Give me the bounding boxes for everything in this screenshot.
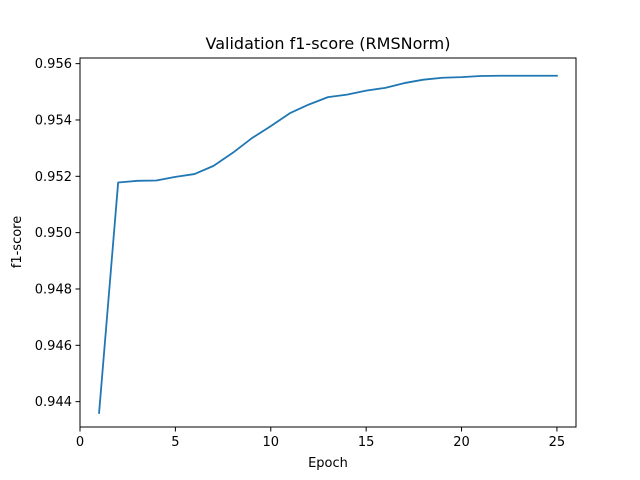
y-tick-label: 0.956: [35, 57, 72, 72]
chart-title: Validation f1-score (RMSNorm): [206, 34, 451, 53]
y-tick-label: 0.944: [35, 395, 72, 410]
y-axis-ticks: 0.944 0.946 0.948 0.950 0.952 0.954 0.956: [35, 57, 80, 410]
x-tick-label: 0: [76, 435, 84, 450]
plot-area: [98, 74, 558, 414]
x-tick-label: 5: [171, 435, 179, 450]
y-axis-label: f1-score: [10, 216, 25, 268]
y-tick-label: 0.950: [35, 226, 72, 241]
x-tick-label: 20: [453, 435, 470, 450]
y-tick-label: 0.948: [35, 282, 72, 297]
y-tick-label: 0.954: [35, 113, 72, 128]
plot-frame: [79, 57, 577, 428]
x-tick-label: 10: [262, 435, 279, 450]
x-axis-label: Epoch: [308, 456, 348, 471]
x-tick-label: 15: [358, 435, 375, 450]
y-tick-label: 0.952: [35, 170, 72, 185]
x-tick-label: 25: [549, 435, 566, 450]
series-line: [98, 74, 558, 414]
x-axis-ticks: 0 5 10 15 20 25: [76, 427, 565, 450]
y-tick-label: 0.946: [35, 339, 72, 354]
